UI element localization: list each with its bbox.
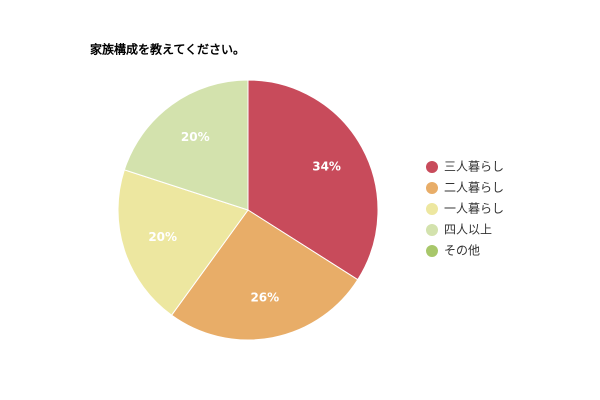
chart-title: 家族構成を教えてください。 (90, 42, 245, 57)
pie-slice (170, 209, 359, 341)
data-label: 26% (250, 291, 279, 305)
data-label: 34% (312, 159, 341, 173)
data-label: 20% (148, 230, 177, 244)
legend-marker (426, 182, 438, 194)
legend-label: その他 (444, 244, 480, 258)
legend-marker (426, 224, 438, 236)
legend-label: 三人暮らし (444, 160, 504, 174)
legend-label: 一人暮らし (444, 202, 504, 216)
legend-marker (426, 161, 438, 173)
pie-slice (247, 79, 379, 281)
data-label: 20% (181, 130, 210, 144)
legend-label: 二人暮らし (444, 181, 504, 195)
pie-slice (117, 169, 249, 316)
legend-marker (426, 245, 438, 257)
legend-marker (426, 203, 438, 215)
legend-label: 四人以上 (444, 223, 492, 237)
pie-slice (123, 79, 249, 211)
